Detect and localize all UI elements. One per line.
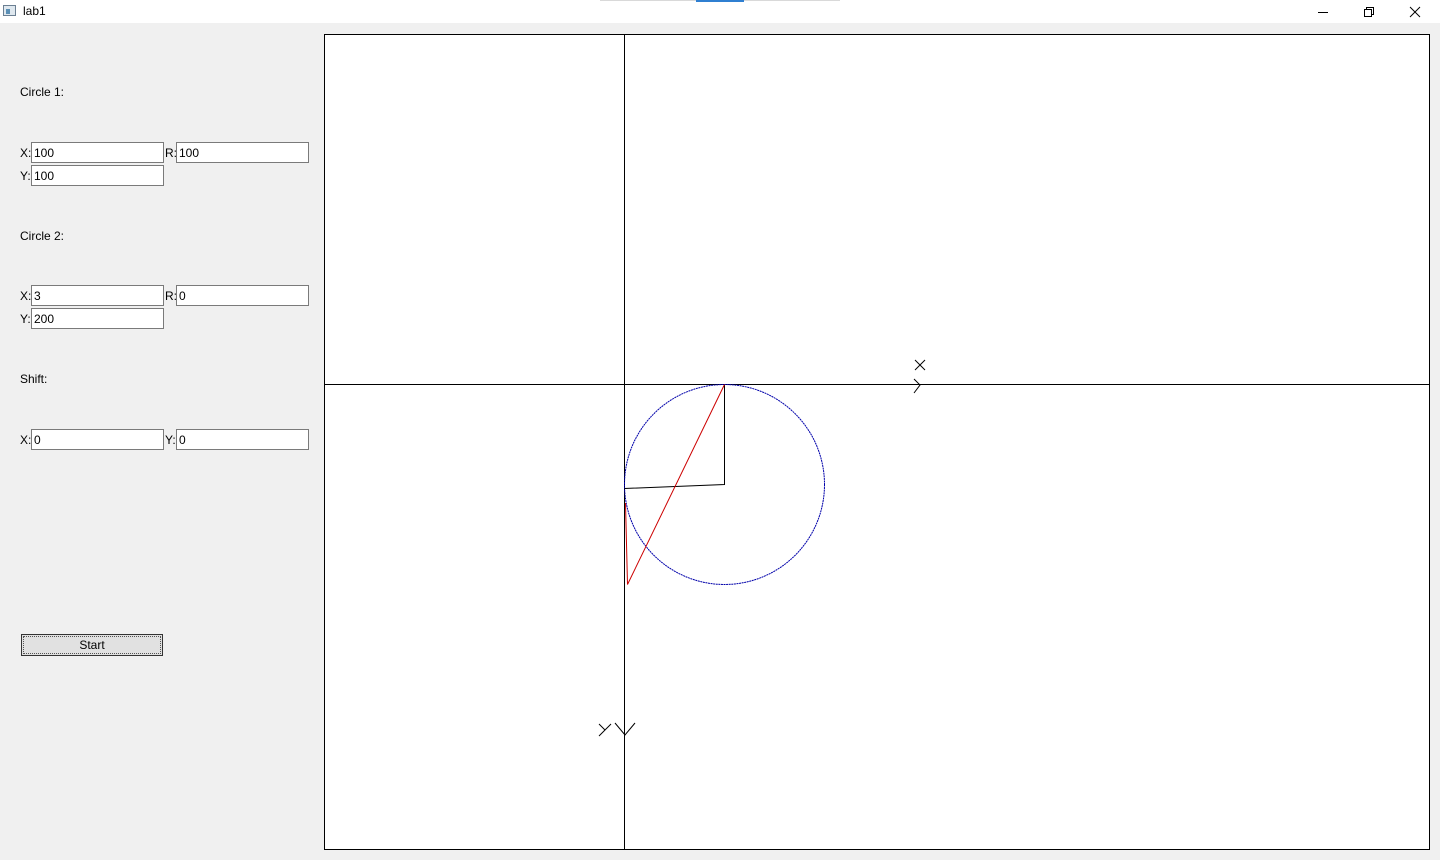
title-progress-track	[600, 0, 840, 2]
minimize-button[interactable]	[1300, 0, 1346, 23]
circle1-r-label: R:	[165, 146, 177, 160]
shift-x-label: X:	[20, 433, 32, 447]
shift-y-input[interactable]	[176, 429, 309, 450]
window-title: lab1	[23, 4, 46, 18]
drawing-canvas[interactable]	[324, 34, 1430, 850]
circle2-r-label: R:	[165, 289, 177, 303]
y-axis-label	[598, 723, 612, 737]
close-icon	[1409, 6, 1421, 17]
close-button[interactable]	[1392, 0, 1438, 23]
title-bar: lab1	[0, 0, 1440, 23]
shift-x-input[interactable]	[31, 429, 164, 450]
circle2-y-label: Y:	[20, 312, 31, 326]
title-progress-fill	[696, 0, 744, 2]
circle2-x-input[interactable]	[31, 285, 164, 306]
circle1-heading: Circle 1:	[20, 85, 65, 99]
circle1-x-label: X:	[20, 146, 32, 160]
circle2-x-label: X:	[20, 289, 32, 303]
circle2-y-input[interactable]	[31, 308, 164, 329]
restore-button[interactable]	[1346, 0, 1392, 23]
circle2-r-input[interactable]	[176, 285, 309, 306]
circle2-heading: Circle 2:	[20, 229, 65, 243]
x-axis-label	[914, 359, 926, 371]
minimize-icon	[1318, 11, 1328, 13]
circle1-y-input[interactable]	[31, 165, 164, 186]
circle1-x-input[interactable]	[31, 142, 164, 163]
circle1-shape	[624, 384, 825, 585]
circle1-y-label: Y:	[20, 169, 31, 183]
start-button[interactable]: Start	[21, 634, 163, 656]
restore-icon	[1364, 6, 1374, 17]
radius-lines	[624, 384, 725, 489]
y-axis-arrow	[614, 722, 636, 736]
app-icon	[3, 5, 16, 16]
shift-heading: Shift:	[20, 372, 48, 386]
tangent-segment	[625, 384, 725, 585]
shift-y-label: Y:	[165, 433, 176, 447]
circle1-r-input[interactable]	[176, 142, 309, 163]
canvas-drawing	[325, 35, 1429, 849]
x-axis-arrow	[913, 378, 921, 394]
